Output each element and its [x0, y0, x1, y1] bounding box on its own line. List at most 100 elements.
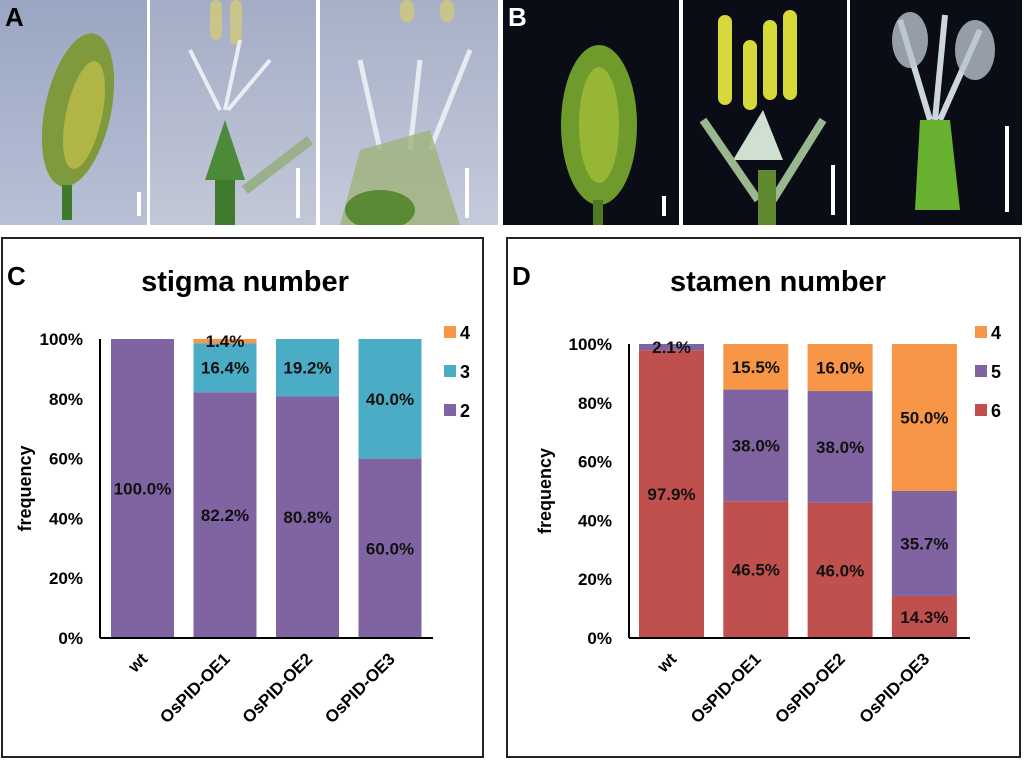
pistil-illustration [340, 0, 473, 225]
bar-segment-4 [807, 344, 873, 392]
chart-title: stigma number [141, 266, 349, 298]
panel-label-d: D [512, 261, 531, 291]
bar-segment-5 [723, 389, 789, 502]
bar-segment-6 [723, 501, 789, 638]
panel-c-stigma-chart: C stigma number 0% 20% 40% 60% 80% 100% frequen… [1, 237, 484, 758]
bar-segment-6 [891, 595, 957, 638]
bar-segment-3 [193, 343, 257, 393]
x-tick-label: OsPID-OE2 [771, 649, 849, 727]
y-tick-label: 60% [49, 450, 83, 469]
bar-segment-4 [891, 344, 957, 491]
x-tick-label: OsPID-OE2 [239, 649, 317, 727]
x-tick-label: OsPID-OE1 [156, 649, 234, 727]
y-tick-label: 0% [58, 629, 83, 648]
x-tick-label: OsPID-OE3 [856, 649, 934, 727]
bar-segment-2 [111, 339, 174, 638]
y-tick-label: 40% [49, 509, 83, 528]
scale-bar [831, 165, 835, 215]
y-axis-label: frequency [15, 445, 35, 531]
y-tick-label: 60% [578, 453, 612, 472]
legend-label: 3 [460, 362, 470, 382]
photo-b-spikelet [503, 0, 679, 225]
legend-swatch-6 [975, 404, 987, 416]
legend-swatch-5 [975, 365, 987, 377]
y-tick-label: 20% [49, 569, 83, 588]
data-label: 16.0% [816, 359, 864, 378]
data-label: 38.0% [732, 436, 780, 455]
bar-segment-2 [193, 392, 257, 638]
scale-bar [1005, 126, 1009, 212]
bar-segment-2 [358, 458, 422, 638]
data-label: 50.0% [900, 409, 948, 428]
scale-bar [137, 192, 141, 216]
y-tick-label: 20% [578, 570, 612, 589]
scale-bar [296, 168, 300, 218]
photo-a-pistil [320, 0, 498, 225]
legend-label: 6 [991, 401, 1001, 421]
bar-segment-3 [276, 339, 339, 397]
pistil-illustration [892, 12, 995, 210]
x-tick-label: wt [653, 649, 681, 677]
panel-label-b: B [508, 2, 527, 32]
x-tick-label: wt [124, 649, 152, 677]
data-label: 15.5% [732, 358, 780, 377]
panel-label-c: C [7, 261, 26, 291]
bar-segment-5 [891, 491, 957, 596]
spikelet-illustration [41, 33, 115, 220]
stigma-chart-svg: stigma number 0% 20% 40% 60% 80% 100% frequency… [15, 266, 470, 727]
data-label: 46.5% [732, 561, 780, 580]
x-tick-label: OsPID-OE1 [687, 649, 765, 727]
data-label: 16.4% [201, 359, 249, 378]
legend-swatch-4 [444, 326, 456, 338]
data-label: 100.0% [114, 480, 172, 499]
floral-organs-illustration [699, 10, 827, 225]
legend-swatch-4 [975, 326, 987, 338]
y-tick-label: 100% [569, 335, 612, 354]
photo-b-pistil [850, 0, 1022, 225]
photo-a-floral-organs [150, 0, 316, 225]
panel-label-a: A [5, 2, 24, 32]
legend-swatch-3 [444, 365, 456, 377]
data-label: 97.9% [647, 485, 695, 504]
legend-label: 4 [460, 323, 470, 343]
scale-bar [662, 196, 666, 216]
y-tick-label: 80% [49, 390, 83, 409]
data-label: 38.0% [816, 438, 864, 457]
spikelet-illustration [561, 45, 637, 225]
data-label: 35.7% [900, 534, 948, 553]
legend-label: 4 [991, 323, 1001, 343]
bar-segment-4 [193, 339, 257, 344]
data-label: 40.0% [366, 390, 414, 409]
y-tick-label: 80% [578, 394, 612, 413]
bar-segment-5 [639, 344, 704, 351]
bar-segment-4 [723, 344, 789, 390]
panel-d-stamen-chart: D stamen number 0% 20% 40% 60% 80% 100% frequen… [506, 237, 1021, 758]
y-tick-label: 0% [587, 629, 612, 648]
x-tick-label: OsPID-OE3 [321, 649, 399, 727]
data-label: 14.3% [900, 608, 948, 627]
stamen-chart-svg: stamen number 0% 20% 40% 60% 80% 100% frequency… [535, 266, 1001, 727]
bar-segment-3 [358, 339, 422, 459]
legend-label: 5 [991, 362, 1001, 382]
legend-label: 2 [460, 401, 470, 421]
floral-organs-illustration [188, 0, 314, 225]
scale-bar [465, 168, 469, 218]
photo-a-spikelet [0, 0, 147, 225]
data-label: 80.8% [283, 508, 331, 527]
y-axis-label: frequency [535, 448, 555, 534]
data-label: 82.2% [201, 506, 249, 525]
chart-title: stamen number [670, 266, 886, 298]
data-label: 1.4% [206, 332, 245, 351]
data-label: 2.1% [652, 338, 691, 357]
y-tick-label: 100% [40, 330, 83, 349]
data-label: 60.0% [366, 539, 414, 558]
photo-b-floral-organs [683, 0, 847, 225]
data-label: 19.2% [283, 359, 331, 378]
bar-segment-2 [276, 396, 339, 638]
bar-segment-6 [639, 350, 704, 638]
data-label: 46.0% [816, 561, 864, 580]
bar-segment-6 [807, 502, 873, 638]
bar-segment-5 [807, 391, 873, 503]
y-tick-label: 40% [578, 511, 612, 530]
legend-swatch-2 [444, 404, 456, 416]
